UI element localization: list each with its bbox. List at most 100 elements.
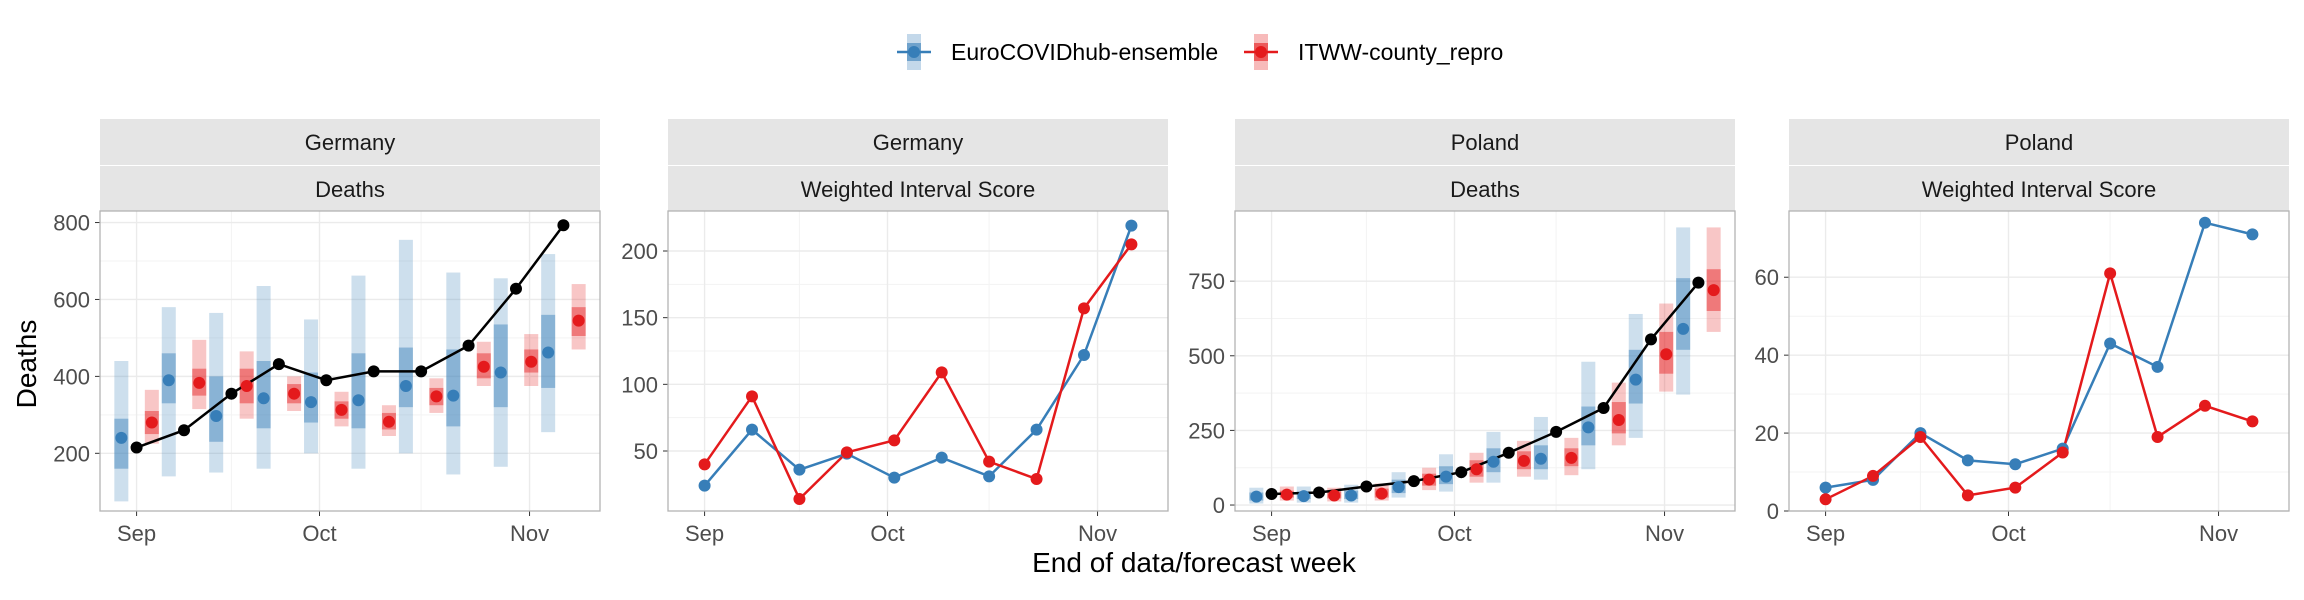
- median-point: [162, 374, 175, 387]
- score-point: [983, 470, 996, 483]
- legend: EuroCOVIDhub-ensemble ITWW-county_repro: [897, 34, 1503, 70]
- facet-strip-country: [100, 119, 600, 165]
- interval-band-inner: [209, 376, 224, 442]
- score-point: [2056, 446, 2069, 459]
- legend-item: ITWW-county_repro: [1244, 34, 1503, 70]
- score-point: [1030, 423, 1043, 436]
- observed-point: [1265, 487, 1278, 500]
- y-tick-label: 500: [1188, 344, 1225, 369]
- facet-strip-country-label: Germany: [305, 130, 395, 155]
- facet-panel: Germany Weighted Interval Score 50 100 150 20…: [621, 119, 1169, 546]
- x-axis-title: End of data/forecast week: [1032, 547, 1357, 578]
- median-point: [210, 410, 223, 422]
- median-point: [1534, 452, 1547, 465]
- observed-point: [320, 374, 333, 387]
- plot-area: [1235, 211, 1735, 511]
- interval-band-outer: [446, 272, 461, 475]
- score-line: [703, 243, 1133, 502]
- score-point: [746, 423, 759, 436]
- score-point: [840, 446, 853, 459]
- observed-point: [1360, 480, 1373, 493]
- score-point: [935, 366, 948, 379]
- score-point: [793, 493, 806, 505]
- median-point: [1660, 348, 1673, 361]
- score-point: [1077, 349, 1090, 361]
- observed-point: [367, 365, 380, 378]
- median-point: [1328, 489, 1341, 502]
- score-line: [1825, 268, 2253, 501]
- interval-band-inner: [446, 349, 461, 427]
- median-point: [542, 346, 555, 359]
- interval-band-outer: [1533, 416, 1548, 480]
- plot-area: [668, 211, 1168, 511]
- median-point: [1470, 463, 1483, 476]
- median-point: [1517, 454, 1530, 467]
- score-point: [2151, 360, 2164, 373]
- observed-point: [1597, 402, 1610, 415]
- facet-strip-metric-label: Weighted Interval Score: [1922, 177, 2156, 202]
- observed-point: [1644, 333, 1657, 346]
- facet-strip-country-label: Poland: [1451, 130, 1520, 155]
- panel-border: [667, 210, 1169, 512]
- observed-point: [1313, 486, 1326, 499]
- observed-point: [1455, 466, 1468, 479]
- score-point: [2009, 481, 2022, 494]
- facet-panel: Poland Weighted Interval Score 0 20 40 60 Sep O…: [1755, 119, 2290, 546]
- x-tick-label: Sep: [1806, 521, 1845, 546]
- facet-strip-country-label: Germany: [873, 130, 963, 155]
- observed-point: [415, 365, 428, 378]
- median-point: [288, 387, 301, 400]
- score-point: [746, 390, 759, 403]
- score-point: [1961, 454, 1974, 467]
- interval-band-outer: [304, 319, 319, 454]
- score-point: [1125, 238, 1138, 251]
- score-point: [2198, 216, 2211, 229]
- interval-band-outer: [398, 239, 413, 454]
- observed-point: [225, 387, 238, 400]
- interval-band-outer: [541, 254, 556, 433]
- observed-point: [1502, 446, 1515, 459]
- median-point: [477, 360, 490, 373]
- median-point: [305, 396, 318, 409]
- observed-point: [1550, 425, 1563, 438]
- facet-strip-metric-label: Deaths: [315, 177, 385, 202]
- facet-strip-country: [668, 119, 1168, 165]
- interval-band-outer: [1676, 227, 1691, 395]
- x-tick-label: Nov: [2199, 521, 2238, 546]
- interval-band-inner: [493, 324, 508, 408]
- median-point: [382, 415, 395, 428]
- median-point: [1375, 487, 1388, 500]
- facet-strip-metric-label: Weighted Interval Score: [801, 177, 1035, 202]
- score-point: [2198, 399, 2211, 412]
- median-point: [1250, 490, 1263, 503]
- facet-strip-metric: [1235, 166, 1735, 212]
- x-tick-label: Nov: [1078, 521, 1117, 546]
- observed-point: [1692, 276, 1705, 289]
- interval-band-outer: [192, 339, 207, 410]
- score-point: [1867, 469, 1880, 482]
- score-point: [698, 458, 711, 471]
- score-point: [698, 479, 711, 492]
- median-point: [1297, 490, 1310, 503]
- observed-point: [557, 219, 570, 232]
- median-point: [257, 392, 270, 405]
- median-point: [447, 389, 460, 402]
- x-tick-label: Oct: [870, 521, 904, 546]
- median-point: [1487, 455, 1500, 468]
- plot-area: [1789, 211, 2289, 511]
- median-point: [1392, 481, 1405, 494]
- median-point: [1582, 421, 1595, 434]
- score-point: [1819, 493, 1832, 506]
- observed-point: [272, 358, 285, 371]
- y-tick-label: 0: [1767, 499, 1779, 524]
- median-point: [240, 380, 253, 392]
- legend-key-point: [1255, 46, 1267, 58]
- median-point: [1677, 322, 1690, 335]
- median-point: [494, 366, 507, 379]
- observed-point: [509, 282, 522, 295]
- x-tick-label: Sep: [117, 521, 156, 546]
- median-point: [525, 355, 538, 368]
